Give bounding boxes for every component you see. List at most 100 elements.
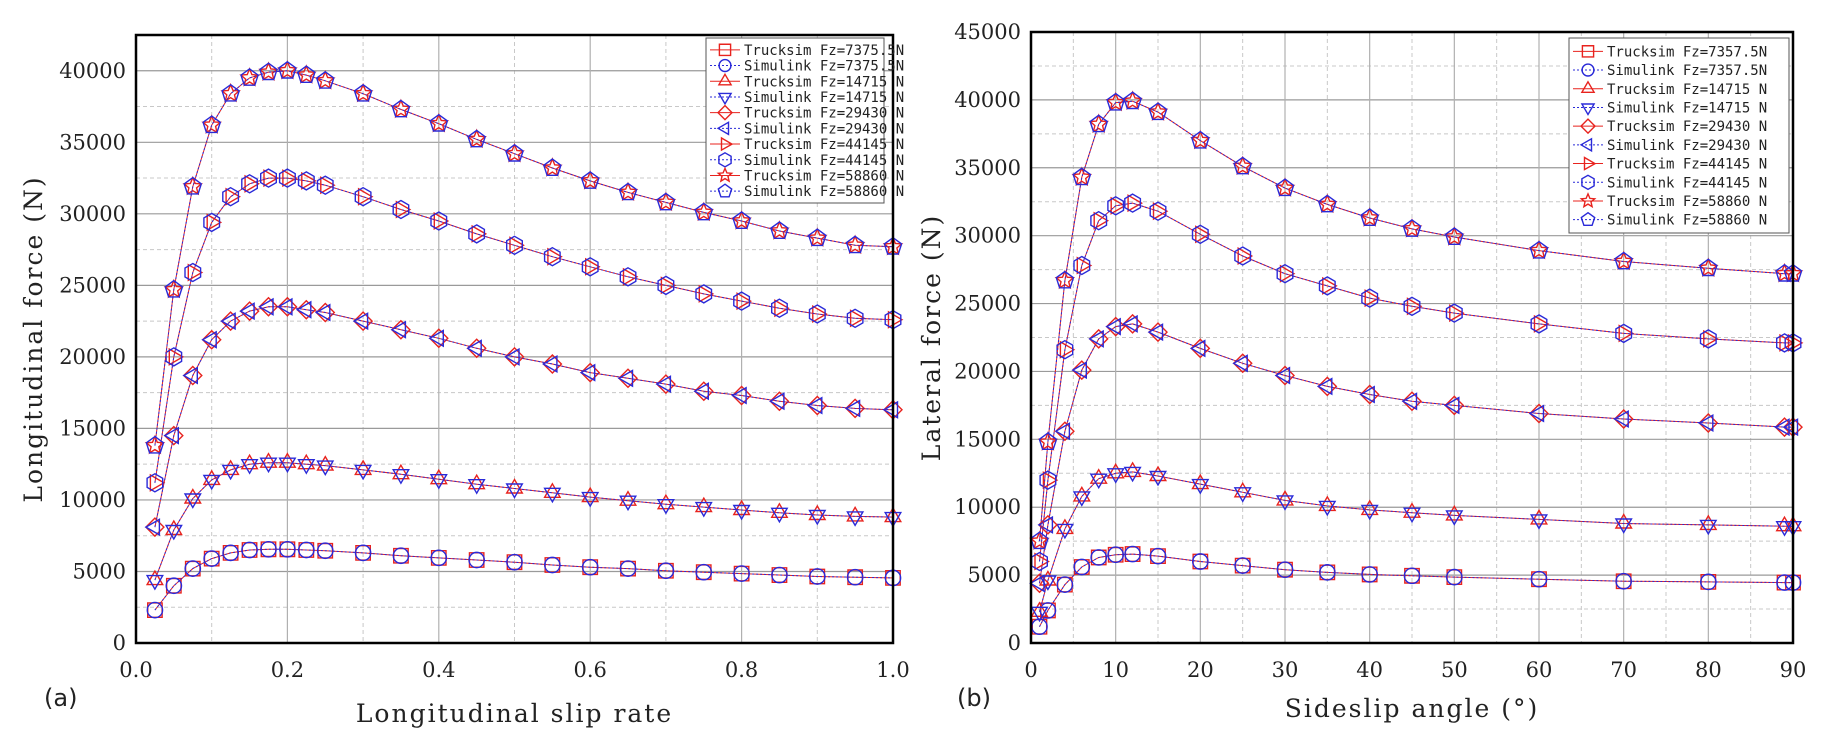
data-point-star bbox=[201, 114, 223, 134]
data-point-triangle-right bbox=[622, 267, 639, 286]
data-point-triangle-down bbox=[202, 474, 221, 491]
y-tick-label: 30000 bbox=[954, 224, 1021, 248]
legend-marker-pentagon bbox=[717, 183, 733, 198]
y-tick-label: 20000 bbox=[59, 345, 126, 369]
data-point-pentagon bbox=[202, 115, 222, 134]
data-point-triangle-right bbox=[736, 292, 752, 311]
data-point-pentagon bbox=[1072, 167, 1092, 186]
data-point-diamond bbox=[1037, 514, 1058, 535]
data-point-pentagon bbox=[1775, 263, 1794, 282]
data-point-diamond bbox=[1317, 376, 1338, 397]
data-point-pentagon bbox=[580, 171, 600, 189]
data-point-triangle-left bbox=[1359, 385, 1375, 404]
data-point-triangle-down bbox=[467, 479, 486, 495]
y-tick-label: 15000 bbox=[954, 427, 1021, 451]
legend-entry: Trucksim Fz=44145 N bbox=[1573, 156, 1767, 173]
legend-entry: Trucksim Fz=14715 N bbox=[1573, 80, 1767, 98]
data-point-star bbox=[220, 82, 241, 103]
data-point-triangle-left bbox=[314, 303, 331, 322]
data-point-triangle-up bbox=[505, 478, 524, 494]
data-point-star bbox=[806, 227, 828, 247]
data-point-pentagon bbox=[845, 235, 865, 254]
data-point-triangle-right bbox=[1533, 314, 1550, 333]
legend-label: Trucksim Fz=7357.5N bbox=[1607, 44, 1767, 60]
data-point-triangle-up bbox=[183, 488, 202, 504]
x-tick-label: 90 bbox=[1780, 658, 1807, 682]
data-point-pentagon bbox=[221, 83, 241, 102]
legend-label: Trucksim Fz=7375.5N bbox=[744, 43, 904, 59]
data-point-star bbox=[769, 220, 790, 240]
series-trucksim-0 bbox=[1031, 546, 1801, 635]
data-point-star bbox=[277, 59, 298, 80]
data-point-star bbox=[239, 67, 260, 87]
legend: Trucksim Fz=7357.5N Simulink Fz=7357.5N Tr… bbox=[1568, 37, 1790, 234]
series-group bbox=[144, 59, 904, 619]
series-trucksim-6 bbox=[149, 169, 904, 492]
data-point-triangle-down bbox=[1072, 491, 1091, 507]
data-point-triangle-right bbox=[812, 304, 828, 324]
data-point-triangle-right bbox=[206, 213, 223, 232]
data-point-triangle-right bbox=[547, 247, 563, 266]
data-point-pentagon bbox=[1123, 91, 1143, 110]
data-point-star bbox=[1359, 207, 1380, 227]
data-point-triangle-up bbox=[1360, 499, 1379, 516]
data-point-triangle-down bbox=[1445, 510, 1464, 526]
x-tick-label: 1.0 bbox=[876, 658, 909, 682]
data-point-triangle-up bbox=[1030, 601, 1049, 617]
x-axis-label: Sideslip angle (°) bbox=[1285, 694, 1539, 723]
data-point-circle bbox=[468, 551, 486, 569]
data-point-circle bbox=[354, 544, 372, 562]
data-point-triangle-left bbox=[882, 400, 899, 419]
y-tick-label: 40000 bbox=[954, 88, 1021, 112]
data-point-hexagon bbox=[278, 168, 296, 188]
data-point-triangle-left bbox=[1697, 413, 1714, 433]
data-point-triangle-right bbox=[187, 263, 204, 282]
data-point-circle bbox=[581, 558, 599, 576]
data-point-triangle-left bbox=[1782, 418, 1799, 437]
data-point-triangle-down bbox=[732, 504, 751, 521]
data-point-triangle-left bbox=[655, 375, 672, 394]
data-point-triangle-right bbox=[1322, 276, 1338, 295]
legend-label: Trucksim Fz=14715 N bbox=[1607, 82, 1767, 98]
data-point-diamond bbox=[201, 329, 222, 350]
data-point-triangle-left bbox=[1774, 418, 1790, 437]
data-point-diamond bbox=[315, 302, 336, 323]
legend-entry: Simulink Fz=58860 N bbox=[1573, 211, 1767, 229]
data-point-triangle-left bbox=[201, 330, 217, 349]
data-point-pentagon bbox=[1055, 270, 1075, 289]
series-trucksim-2 bbox=[145, 452, 903, 586]
data-point-triangle-up bbox=[164, 519, 183, 536]
data-point-circle bbox=[260, 540, 277, 558]
y-tick-label: 5000 bbox=[73, 559, 126, 583]
data-point-triangle-left bbox=[731, 386, 747, 405]
data-point-pentagon bbox=[1089, 114, 1109, 133]
data-point-triangle-left bbox=[504, 347, 520, 366]
data-point-hexagon bbox=[733, 291, 751, 311]
data-point-circle bbox=[1056, 576, 1074, 593]
data-point-circle bbox=[1191, 553, 1209, 570]
data-point-triangle-down bbox=[770, 507, 789, 524]
data-point-triangle-up bbox=[1055, 518, 1074, 535]
data-point-circle bbox=[316, 542, 334, 560]
data-point-triangle-down bbox=[1106, 468, 1125, 484]
data-point-triangle-left bbox=[1122, 314, 1138, 333]
data-point-diamond bbox=[1190, 338, 1211, 359]
data-point-triangle-left bbox=[1088, 329, 1104, 348]
panel-label: (b) bbox=[957, 684, 991, 712]
data-point-diamond bbox=[1122, 313, 1143, 334]
data-point-triangle-right bbox=[1059, 340, 1076, 359]
data-point-triangle-down bbox=[240, 459, 259, 475]
legend-label: Trucksim Fz=58860 N bbox=[744, 168, 904, 184]
data-point-triangle-up bbox=[1106, 462, 1125, 479]
panel-a: 0 5000 10000 15000 20000 25000 30000 35000 40000… bbox=[19, 33, 910, 728]
data-point-hexagon bbox=[146, 472, 164, 493]
data-point-star bbox=[1274, 177, 1296, 197]
data-point-triangle-right bbox=[1093, 211, 1110, 230]
data-point-triangle-up bbox=[1614, 513, 1633, 529]
data-point-circle bbox=[1234, 557, 1252, 574]
data-point-hexagon bbox=[1699, 329, 1717, 349]
data-point-circle bbox=[1073, 558, 1091, 576]
legend-label: Trucksim Fz=29430 N bbox=[1607, 119, 1767, 135]
legend-marker-triangle-left bbox=[716, 121, 730, 136]
legend-entry: Simulink Fz=58860 N bbox=[710, 183, 904, 200]
